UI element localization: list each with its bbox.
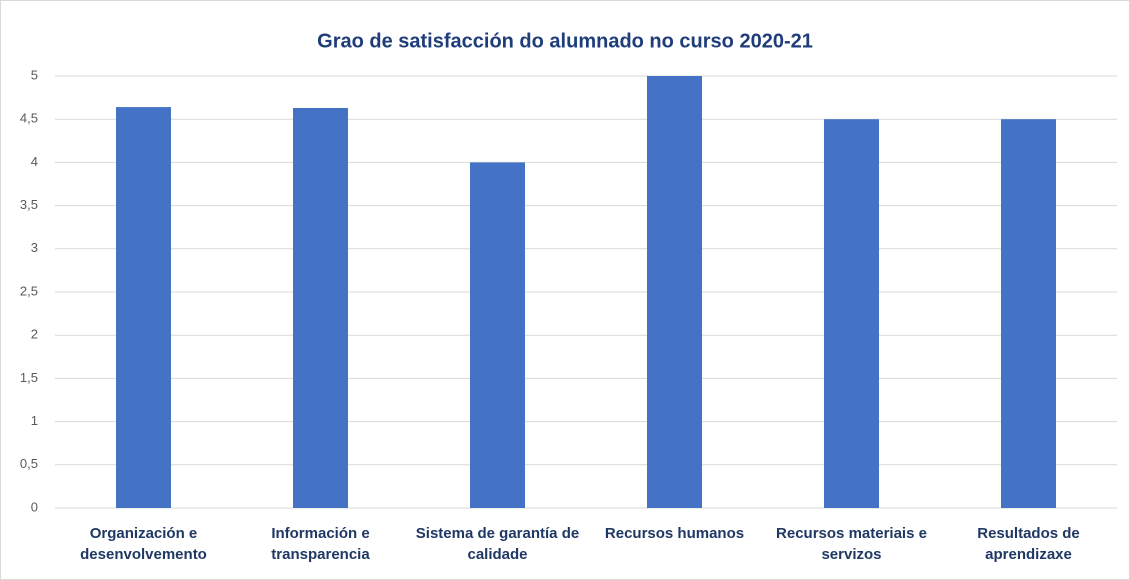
x-tick-label: Recursos humanos: [604, 525, 745, 542]
x-tick-label: Información e transparencia: [271, 525, 370, 563]
x-tick-label: Resultados de aprendizaxe: [977, 525, 1080, 563]
bar: [116, 107, 171, 508]
chart-title: Grao de satisfacción do alumnado no curs…: [317, 30, 813, 52]
x-tick-label: Organización e desenvolvemento: [80, 525, 207, 563]
x-tick-label: Recursos materiais e servizos: [776, 525, 927, 563]
y-tick-label: 2: [31, 327, 38, 342]
y-tick-label: 2,5: [20, 283, 38, 298]
y-tick-label: 0: [31, 499, 38, 514]
y-tick-label: 3: [31, 240, 38, 255]
bar: [824, 119, 879, 508]
bar: [1001, 119, 1056, 508]
y-tick-label: 3,5: [20, 197, 38, 212]
bar: [470, 162, 525, 508]
x-tick-label: Sistema de garantía de calidade: [415, 525, 580, 563]
bar: [293, 107, 348, 508]
y-tick-label: 0,5: [20, 456, 38, 471]
y-tick-label: 1: [31, 413, 38, 428]
y-tick-label: 5: [31, 67, 38, 82]
y-tick-label: 1,5: [20, 370, 38, 385]
y-tick-label: 4: [31, 154, 38, 169]
bar: [647, 76, 702, 508]
y-tick-label: 4,5: [20, 111, 38, 126]
